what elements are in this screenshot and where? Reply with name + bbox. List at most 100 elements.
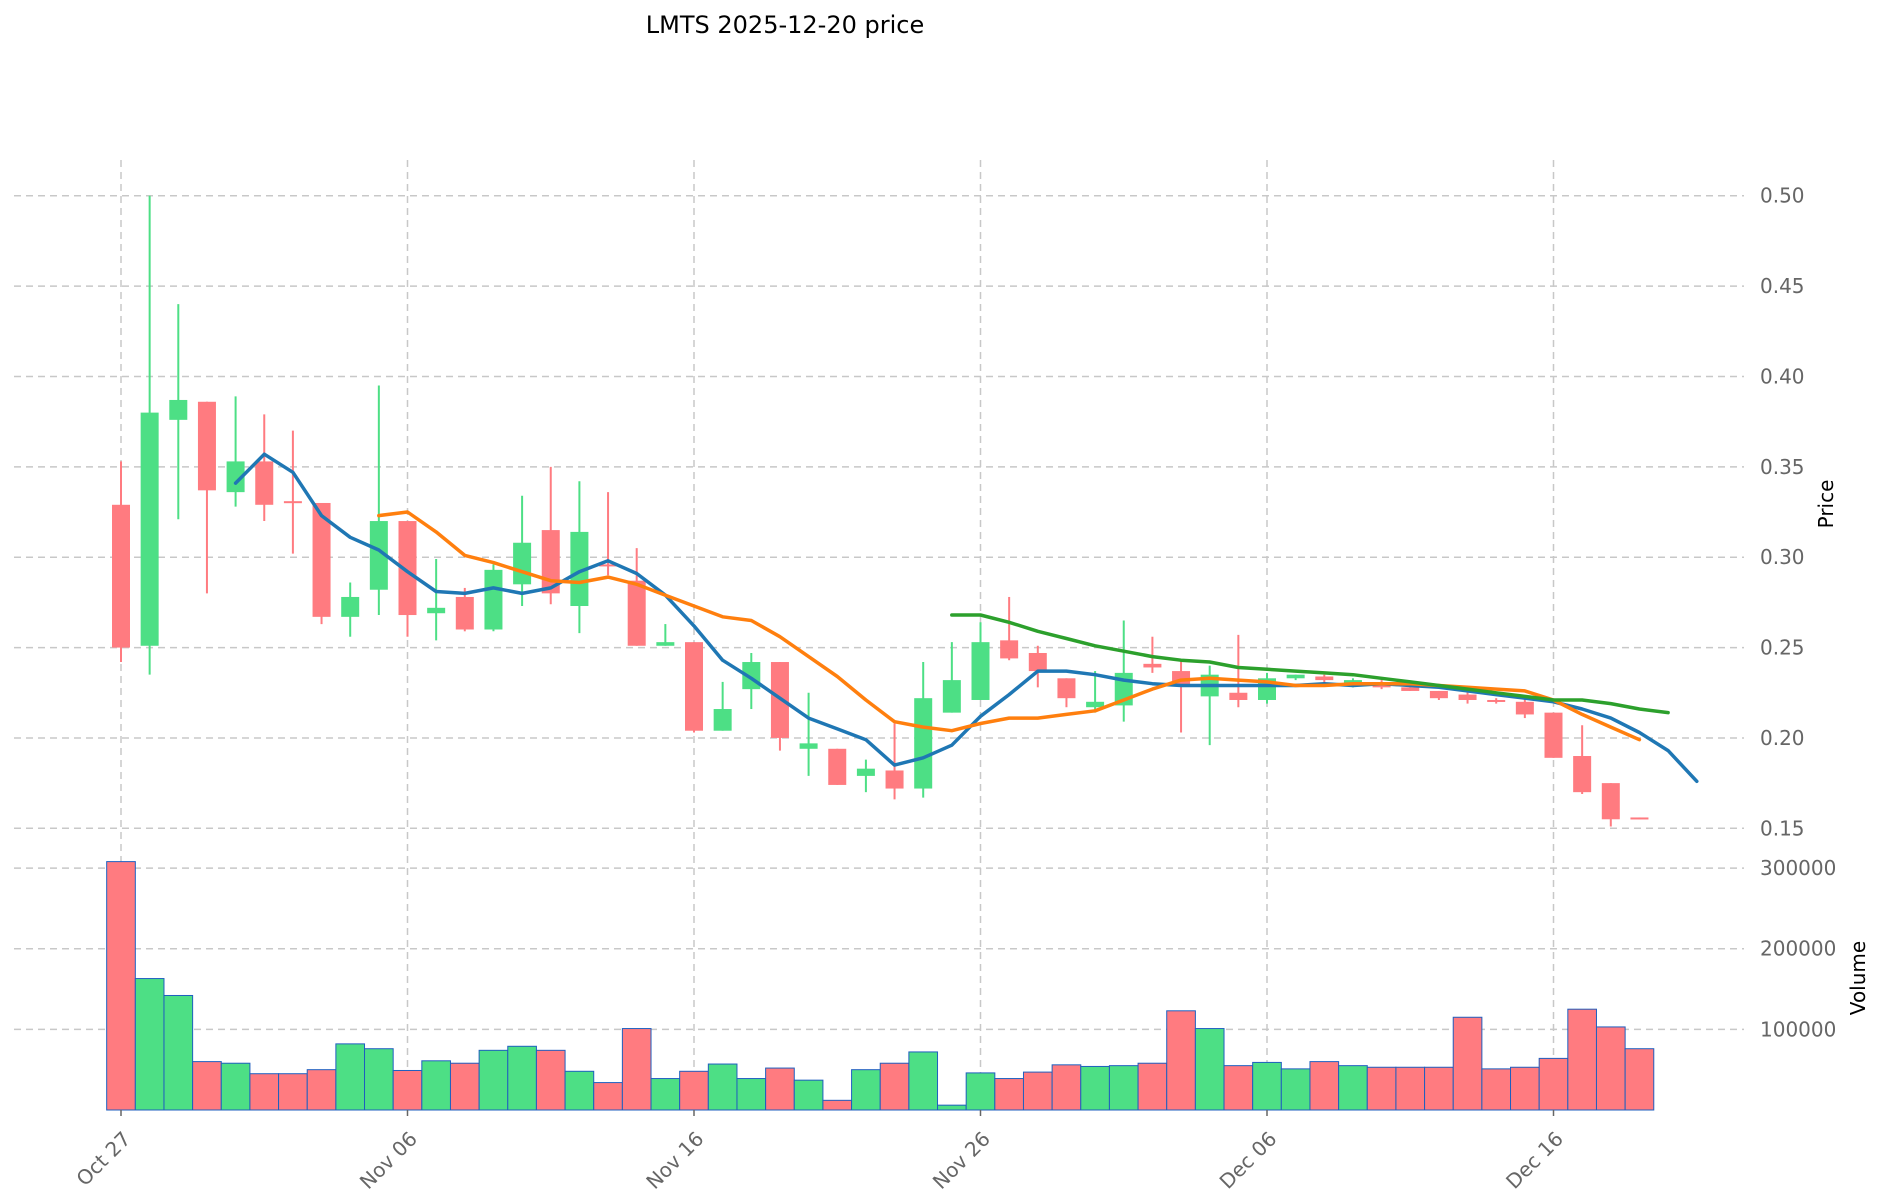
volume-bar [621,1028,652,1111]
candle-body [1601,783,1620,820]
candle-body [942,680,961,713]
candle-body [885,770,904,789]
volume-bar [851,1069,881,1111]
volume-bar [1080,1065,1110,1111]
candle-body [627,580,646,646]
candle-body [1057,678,1076,699]
volume-bar [965,1072,996,1111]
volume-bar [421,1060,451,1111]
ma-long-line [950,613,1670,715]
candle-body [799,743,818,749]
candle-body [570,531,589,607]
candle-body [255,461,274,505]
date-tick-label: Nov 26 [928,1127,995,1194]
volume-bar [106,861,136,1111]
volume-bar [535,1049,566,1111]
candle-body [1286,674,1305,679]
volume-bar [1452,1016,1483,1111]
volume-bar [192,1061,222,1111]
volume-bar [335,1043,366,1111]
candle-body [1630,817,1649,820]
candle-body [341,596,360,617]
price-tick-label: 0.20 [1760,726,1805,750]
candle-body [1458,694,1477,700]
candle-body [656,642,675,646]
volume-bar [564,1070,595,1111]
candle-body [283,501,302,504]
candle-body [971,642,990,700]
candle-body [1429,690,1448,699]
volume-bar [306,1069,337,1111]
candle-body [112,504,130,648]
volume-bar [220,1062,251,1111]
volume-bar [1395,1066,1426,1111]
grid-layer [14,160,1744,1110]
volume-bar [1624,1048,1655,1111]
candle-body [1515,701,1534,715]
volume-bar [1022,1071,1053,1111]
volume-bar [593,1082,623,1111]
volume-bar [364,1048,394,1111]
candle-body [140,412,159,646]
volume-bar [134,978,165,1111]
moving-average-lines [233,452,1699,784]
volume-bar [1538,1057,1569,1111]
volume-bar [1166,1010,1196,1111]
candle-body [1000,640,1019,659]
date-tick-label: Nov 16 [641,1127,708,1194]
volume-bar [1567,1008,1597,1111]
candle-body [398,521,417,616]
candlesticks [112,195,1649,827]
volume-bar [908,1051,939,1111]
price-tick-label: 0.35 [1760,455,1805,479]
candle-body [828,748,847,785]
candle-body [455,596,474,630]
price-tick-label: 0.25 [1760,636,1805,660]
volume-tick-label: 300000 [1760,856,1836,880]
date-tick-label: Oct 27 [71,1127,135,1191]
volume-bar [249,1073,280,1111]
candle-body [1315,676,1334,681]
volume-bar [1223,1065,1254,1111]
volume-bars [106,861,1655,1111]
candle-body [1229,692,1248,700]
candle-body [226,461,245,493]
volume-bar [1309,1061,1340,1111]
ma-short-line [233,452,1699,784]
candle-body [1086,701,1105,708]
price-tick-label: 0.45 [1760,274,1805,298]
candle-body [713,709,732,731]
price-tick-label: 0.30 [1760,545,1805,569]
price-axis-label: Price [1814,480,1838,529]
volume-bar [822,1099,853,1111]
candle-body [599,564,618,567]
price-tick-label: 0.40 [1760,364,1805,388]
candle-body [1028,652,1047,672]
candle-body [856,768,875,776]
candle-body [1544,712,1563,758]
date-tick-label: Dec 06 [1215,1127,1282,1194]
candle-body [197,401,216,491]
volume-bar [793,1079,824,1111]
volume-bar [707,1063,738,1111]
candle-body [1343,680,1362,684]
volume-bar [1252,1061,1282,1111]
volume-bar [507,1045,537,1111]
volume-bar [478,1049,509,1111]
volume-bar [1338,1065,1368,1111]
candle-body [484,569,503,630]
volume-bar [650,1078,681,1111]
candle-body [513,542,532,585]
candle-body [1143,663,1162,668]
volume-tick-label: 100000 [1760,1017,1836,1041]
volume-bar [1051,1064,1082,1111]
volume-bar [1424,1066,1454,1111]
candle-body [1487,699,1506,702]
volume-bar [392,1069,423,1111]
candle-body [914,698,933,789]
volume-tick-label: 200000 [1760,937,1836,961]
volume-bar [1366,1066,1397,1111]
volume-bar [994,1078,1024,1111]
volume-bar [1595,1026,1626,1111]
